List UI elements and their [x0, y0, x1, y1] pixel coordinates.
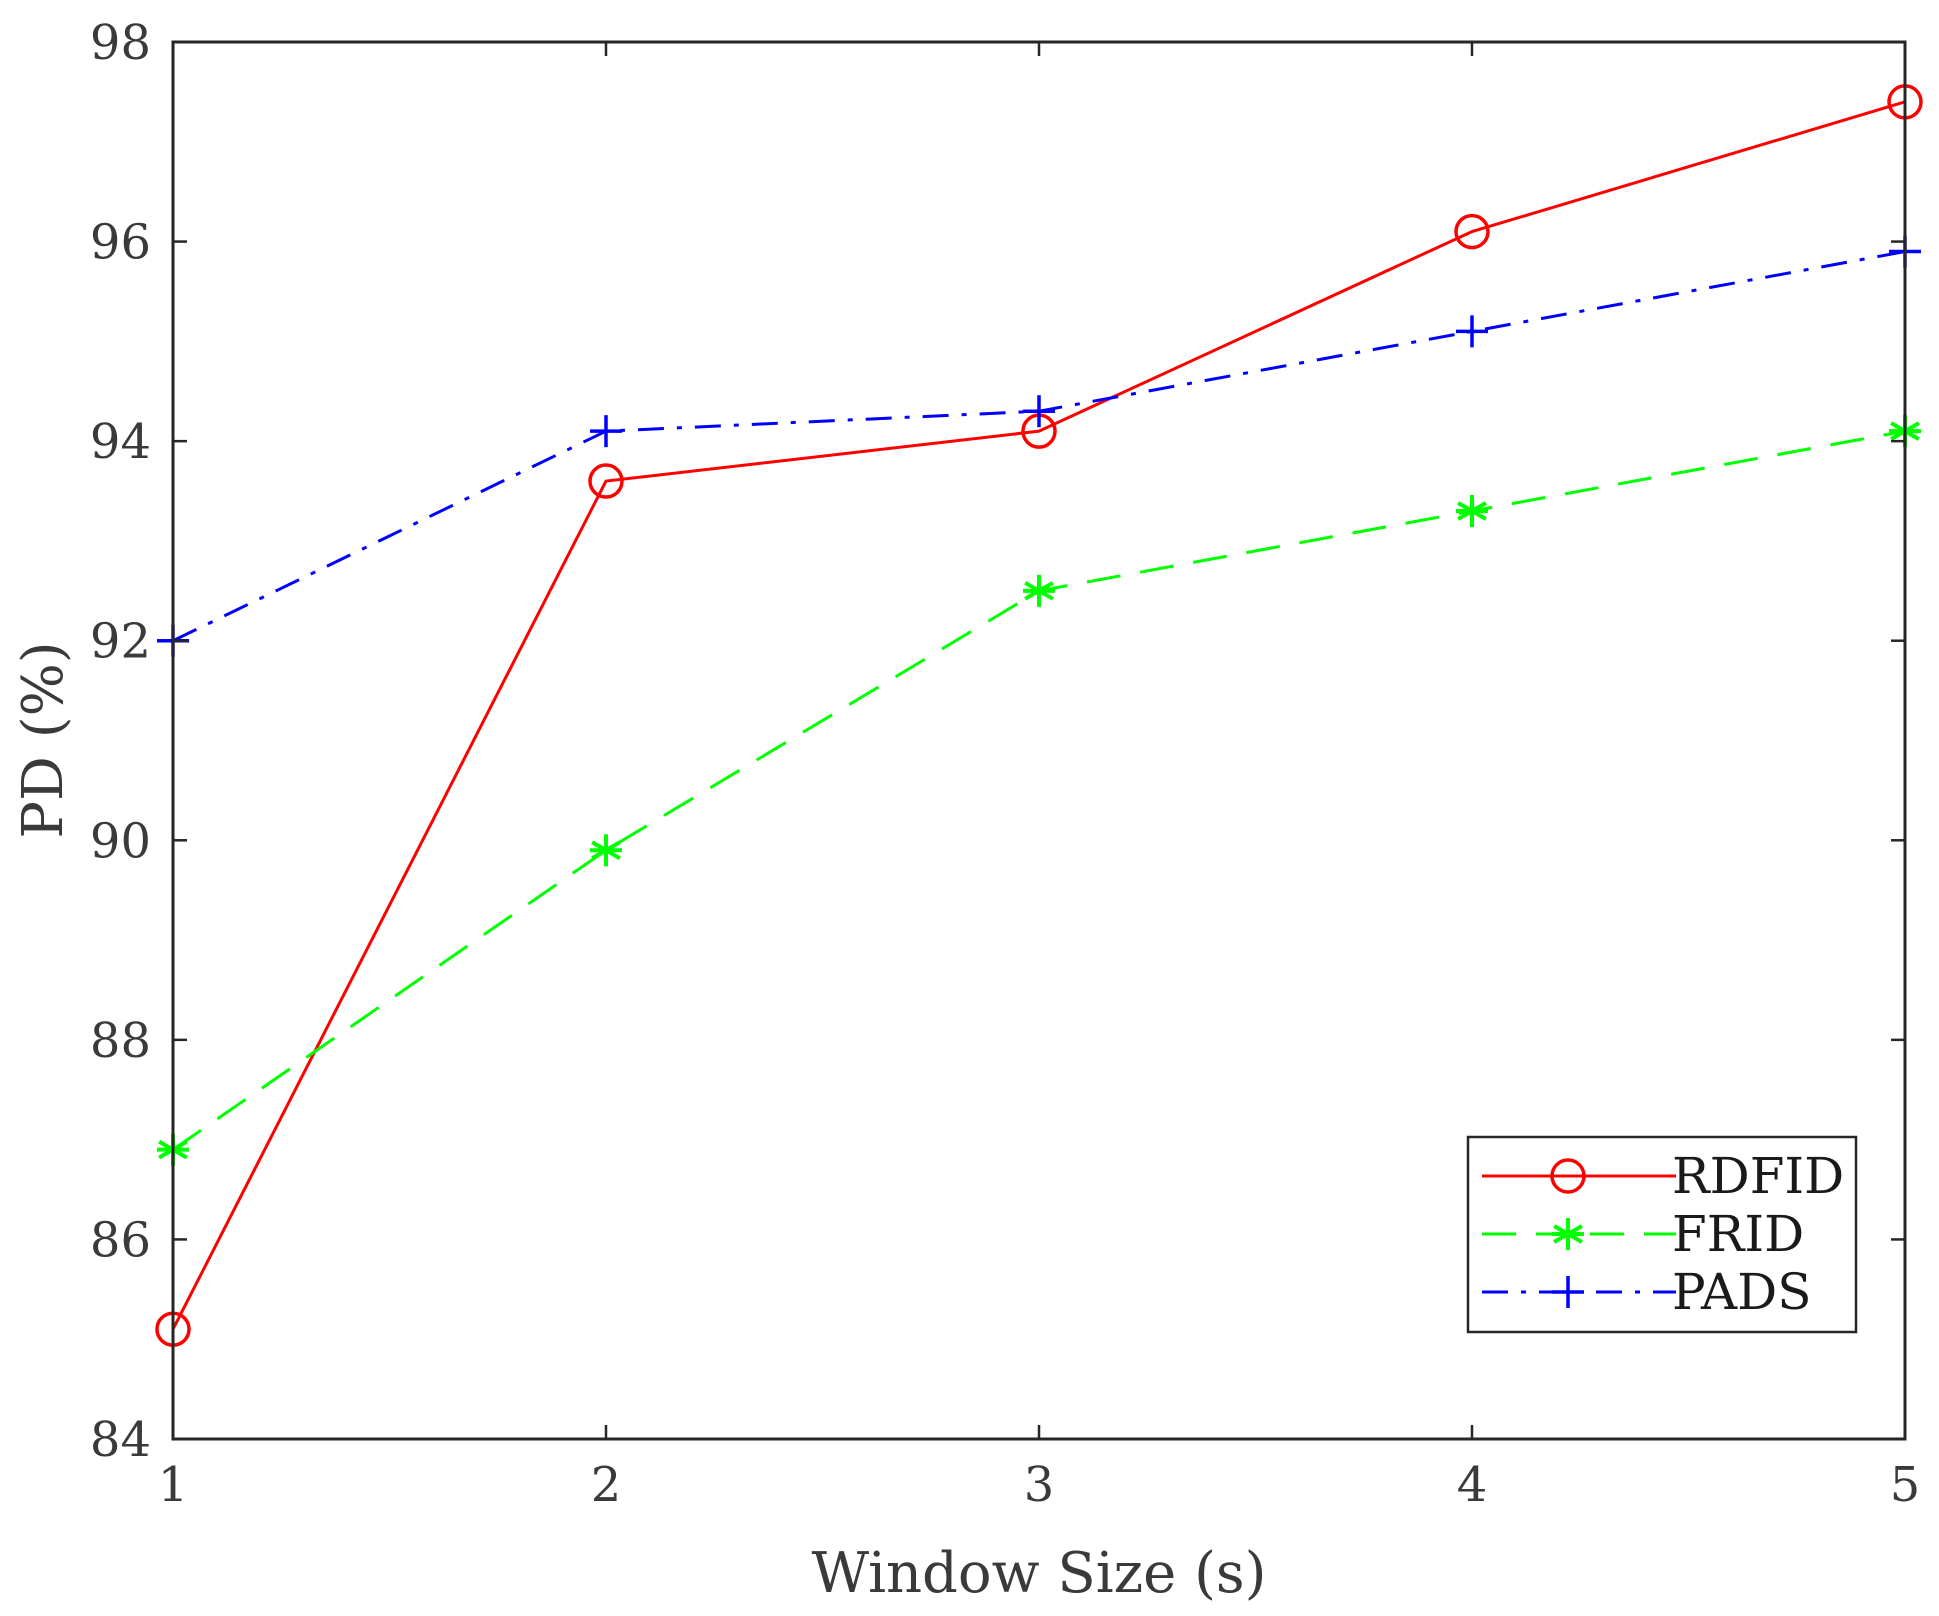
y-tick-label-98: 98	[90, 15, 151, 71]
y-tick-label-88: 88	[90, 1013, 151, 1069]
x-tick-label-1: 1	[158, 1457, 189, 1513]
data-point-pads-2	[590, 415, 622, 448]
legend-label-pads: PADS	[1672, 1263, 1812, 1321]
x-tick-label-4: 4	[1457, 1457, 1488, 1513]
data-point-frid-3	[1023, 574, 1055, 607]
y-tick-label-94: 94	[90, 414, 151, 470]
series-line-rdfid	[171, 100, 1906, 1330]
x-tick-label-2: 2	[591, 1457, 622, 1513]
legend-label-frid: FRID	[1672, 1205, 1804, 1263]
data-point-rdfid-2	[588, 463, 624, 499]
ticks-layer: 1 2 3 4 5 84 86 88 90 92 94 96 98	[90, 15, 1920, 1513]
data-point-frid-4	[1456, 494, 1488, 527]
y-tick-label-86: 86	[90, 1212, 151, 1268]
legend-marker-frid	[1552, 1218, 1584, 1250]
x-tick-label-3: 3	[1024, 1457, 1055, 1513]
x-tick-label-5: 5	[1890, 1457, 1921, 1513]
y-tick-label-96: 96	[90, 215, 151, 271]
data-point-rdfid-2-shape	[588, 463, 624, 499]
data-point-rdfid-4-shape	[1454, 213, 1490, 250]
data-point-rdfid-4	[1454, 213, 1490, 250]
y-tick-label-90: 90	[90, 813, 151, 869]
x-axis-label: Window Size (s)	[812, 1541, 1267, 1606]
data-point-pads-3	[1023, 395, 1055, 428]
y-tick-label-92: 92	[90, 614, 151, 670]
legend-marker-rdfid	[1550, 1158, 1586, 1194]
y-tick-label-84: 84	[90, 1412, 151, 1468]
series-line-frid	[172, 429, 1906, 1151]
data-point-pads-4	[1456, 315, 1488, 348]
legend-marker-pads	[1552, 1276, 1584, 1308]
legend-label-rdfid: RDFID	[1672, 1147, 1844, 1205]
y-axis-label: PD (%)	[11, 641, 76, 838]
legend-marker-rdfid-shape	[1550, 1158, 1586, 1194]
data-point-frid-2	[590, 834, 622, 867]
